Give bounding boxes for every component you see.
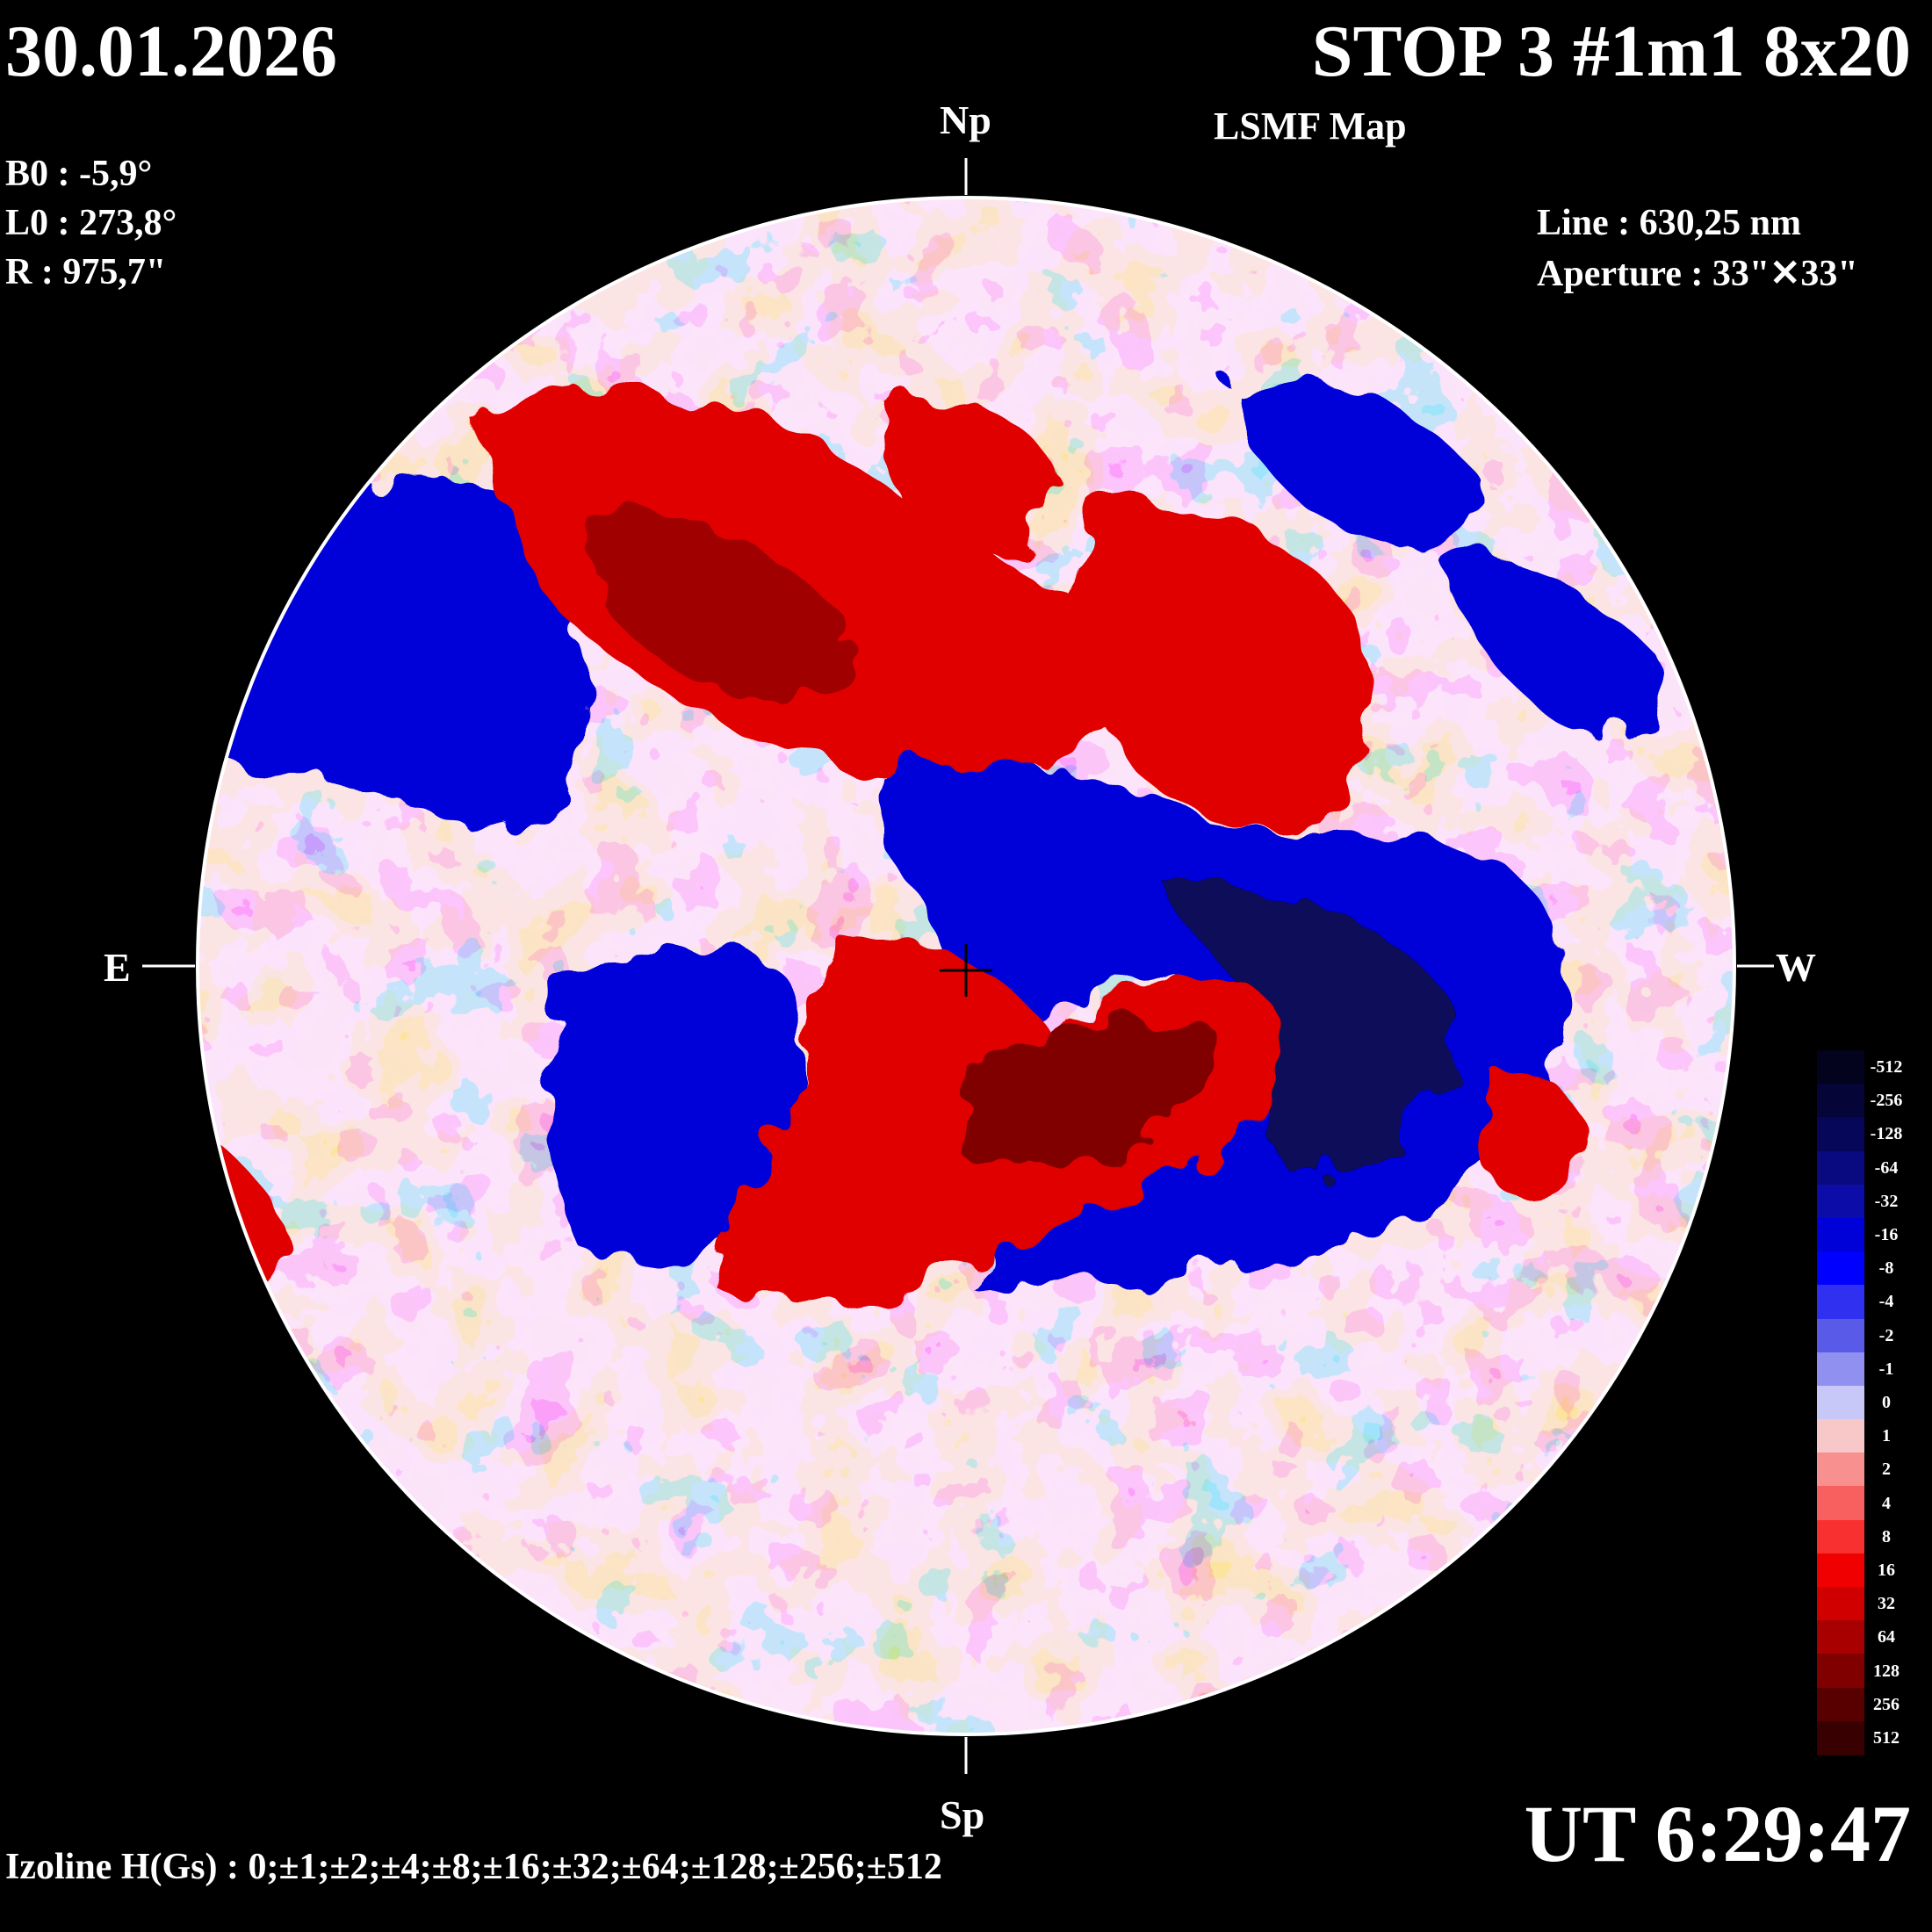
label-east: E	[104, 945, 131, 990]
observation-date: 30.01.2026	[5, 11, 337, 92]
legend-label: -64	[1874, 1157, 1899, 1178]
legend-swatch	[1817, 1453, 1864, 1488]
legend-label: -16	[1874, 1225, 1899, 1245]
legend-label: 2	[1882, 1460, 1891, 1480]
legend-swatch	[1817, 1352, 1864, 1387]
region-positive-north	[474, 388, 1149, 778]
label-north: Np	[940, 97, 991, 142]
legend-swatch	[1817, 1687, 1864, 1722]
legend-swatch	[1817, 1519, 1864, 1554]
legend-label: -128	[1870, 1124, 1903, 1144]
param-radius: R : 975,7"	[5, 252, 167, 292]
legend-label: -2	[1878, 1325, 1894, 1345]
legend-swatch	[1817, 1217, 1864, 1253]
color-scale-legend	[1817, 1050, 1864, 1755]
legend-swatch	[1817, 1419, 1864, 1454]
legend-label: 256	[1873, 1694, 1900, 1714]
region-negative-north	[1229, 381, 1480, 550]
legend-label: 0	[1882, 1393, 1891, 1412]
param-l0: L0 : 273,8°	[5, 203, 177, 243]
label-west: W	[1776, 945, 1816, 990]
legend-label: 512	[1873, 1727, 1900, 1748]
legend-label: 16	[1878, 1560, 1895, 1580]
legend-label: 4	[1882, 1493, 1891, 1513]
map-title: STOP 3 #1m1 8x20	[1311, 11, 1911, 92]
label-south: Sp	[940, 1792, 985, 1837]
legend-swatch	[1817, 1251, 1864, 1287]
legend-label: -256	[1870, 1091, 1903, 1111]
center-crosshair	[940, 944, 992, 997]
legend-swatch	[1817, 1553, 1864, 1589]
legend-label: -512	[1870, 1057, 1903, 1078]
legend-swatch	[1817, 1385, 1864, 1421]
legend-label: 1	[1882, 1426, 1891, 1446]
legend-swatch	[1817, 1486, 1864, 1521]
legend-swatch	[1817, 1587, 1864, 1622]
map-subtitle: LSMF Map	[1214, 105, 1407, 148]
disc-limb	[196, 196, 1736, 1736]
legend-label: 128	[1873, 1661, 1900, 1681]
region-positive-central-core	[961, 1020, 1217, 1172]
legend-swatch	[1817, 1117, 1864, 1152]
region-positive-west-spot	[1480, 1070, 1585, 1203]
param-b0: B0 : -5,9°	[5, 154, 153, 194]
legend-swatch	[1817, 1654, 1864, 1689]
legend-swatch	[1817, 1184, 1864, 1219]
region-negative-center-upper	[878, 762, 1566, 1286]
legend-swatch	[1817, 1084, 1864, 1119]
legend-label: 8	[1882, 1526, 1891, 1546]
observation-time: UT 6:29:47	[1524, 1789, 1911, 1878]
region-positive-north-core	[580, 506, 851, 703]
legend-label: -8	[1878, 1258, 1894, 1279]
region-positive-small	[885, 398, 1056, 555]
izoline-levels: Izoline H(Gs) : 0;±1;±2;±4;±8;±16;±32;±6…	[5, 1847, 942, 1887]
param-line: Line : 630,25 nm	[1537, 203, 1802, 243]
param-aperture: Aperture : 33"✕33"	[1537, 254, 1858, 294]
legend-label: 32	[1878, 1594, 1895, 1614]
legend-label: -32	[1874, 1191, 1899, 1211]
legend-swatch	[1817, 1318, 1864, 1353]
legend-swatch	[1817, 1285, 1864, 1320]
legend-label: -1	[1878, 1359, 1894, 1379]
legend-label: 64	[1878, 1627, 1895, 1647]
region-negative-west	[1440, 559, 1656, 743]
region-negative-center-core	[1159, 878, 1458, 1177]
legend-label: -4	[1878, 1292, 1894, 1312]
legend-swatch	[1817, 1720, 1864, 1755]
region-negative-south-east	[543, 944, 805, 1265]
legend-swatch	[1817, 1150, 1864, 1186]
region-positive-nw	[1076, 499, 1370, 831]
legend-swatch	[1817, 1620, 1864, 1655]
solar-disc	[198, 198, 1734, 1734]
legend-swatch	[1817, 1050, 1864, 1085]
